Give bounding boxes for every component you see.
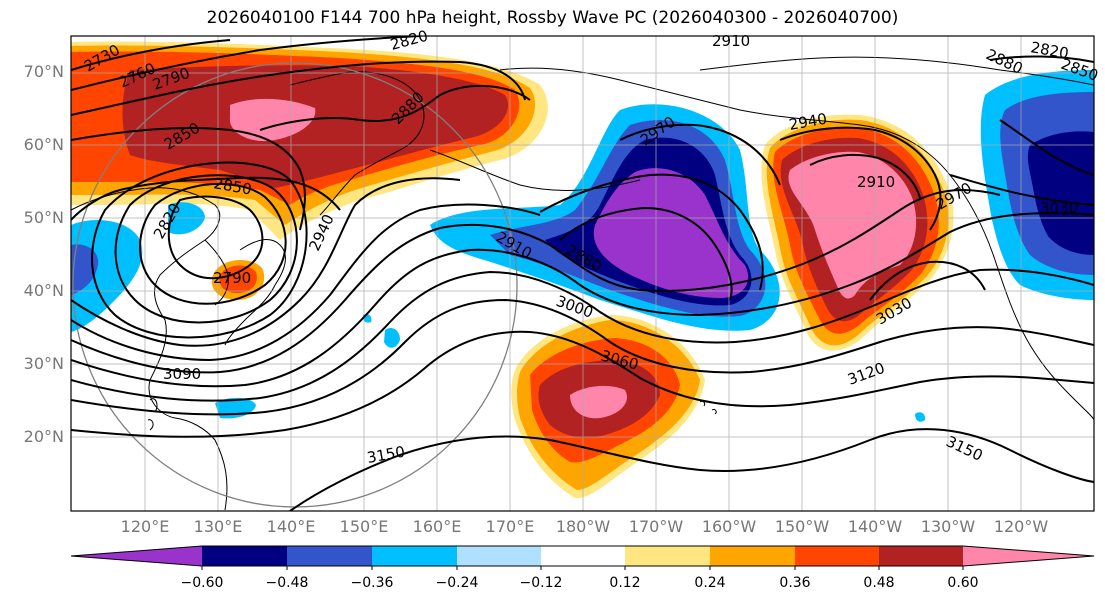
contour-line: [71, 212, 1094, 388]
colorbar-segment: [541, 546, 625, 566]
anomaly-negative-small-2: [384, 328, 400, 348]
coastline-northamerica: [994, 259, 1094, 421]
colorbar-tick-label: 0.60: [947, 575, 979, 591]
anomaly-positive-alaska-pink: [788, 151, 917, 299]
coastline-hawaii: [699, 400, 717, 415]
contour-line: [71, 36, 421, 91]
contour-line: [809, 153, 921, 199]
contour-line: [71, 39, 231, 71]
contour-line: [71, 298, 1094, 416]
colorbar-segment: [457, 546, 541, 566]
colorbar-extend-high: [963, 546, 1094, 566]
lat-label: 30°N: [23, 354, 64, 373]
colorbar: [70, 545, 1095, 570]
map-title: 2026040100 F144 700 hPa height, Rossby W…: [206, 8, 899, 28]
colorbar-segment: [879, 546, 963, 566]
lon-label: 130°W: [920, 517, 976, 536]
colorbar-tick-label: −0.48: [265, 575, 309, 591]
anomaly-negative-small-4: [915, 412, 926, 422]
contour-line: [71, 268, 1094, 402]
lon-label: 130°E: [193, 517, 243, 536]
lat-label: 60°N: [23, 135, 64, 154]
contour-line: [114, 174, 298, 324]
contour-line: [989, 55, 1094, 63]
lon-label: 170°E: [485, 517, 535, 536]
lon-label: 150°W: [774, 517, 830, 536]
anomaly-positive-japan-red: [219, 265, 257, 293]
colorbar-tick-label: −0.24: [435, 575, 479, 591]
contour-label: 3030: [1040, 199, 1078, 217]
colorbar-tick-label: 0.12: [609, 575, 641, 591]
contour-label: 3090: [163, 365, 201, 383]
contour-line: [779, 126, 942, 231]
colorbar-tick-label: 0.36: [779, 575, 811, 591]
colorbar-tick-label: 0.24: [694, 575, 726, 591]
contour-line: [289, 428, 1094, 511]
lat-label: 40°N: [23, 281, 64, 300]
coastline-aleutians: [429, 149, 641, 191]
contour-line: [71, 203, 541, 362]
contour-line: [619, 123, 781, 186]
anomaly-positive-subtropics-pink: [570, 385, 628, 419]
colorbar-tick-label: −0.60: [180, 575, 224, 591]
colorbar-segment: [202, 546, 287, 566]
coastline-kamchatka: [289, 71, 425, 216]
colorbar-tick-label: −0.12: [519, 575, 563, 591]
anomaly-negative-pacific-purple: [593, 168, 749, 298]
contour-line: [71, 176, 341, 221]
contour-line: [71, 177, 461, 347]
colorbar-segment: [795, 546, 879, 566]
colorbar-extend-low: [71, 546, 202, 566]
contour-line: [259, 84, 531, 131]
contour-line: [71, 127, 306, 231]
contour-label: 2910: [857, 173, 895, 191]
contour-line: [71, 330, 1094, 438]
contour-line: [999, 119, 1094, 176]
anomaly-negative-northamerica-navy: [1027, 131, 1094, 255]
lat-label: 20°N: [23, 427, 64, 446]
colorbar-segment: [287, 546, 372, 566]
lon-label: 170°W: [628, 517, 684, 536]
colorbar-tick-label: 0.48: [863, 575, 895, 591]
colorbar-tick-label: −0.36: [350, 575, 394, 591]
contour-label: 2790: [213, 269, 251, 287]
colorbar-segment: [372, 546, 457, 566]
lon-label: 120°E: [120, 517, 170, 536]
lon-label: 140°W: [847, 517, 903, 536]
coastline-korea: [204, 239, 229, 306]
contour-line: [167, 195, 264, 280]
lon-label: 160°W: [701, 517, 757, 536]
coastline-arctic: [699, 56, 1094, 86]
contour-label: 2910: [712, 32, 750, 50]
lat-label: 50°N: [23, 208, 64, 227]
map-frame: [70, 35, 1095, 512]
lon-label: 140°E: [266, 517, 316, 536]
lat-label: 70°N: [23, 62, 64, 81]
contour-line: [539, 173, 764, 291]
coastline-japan: [224, 239, 286, 346]
contour-line: [869, 260, 986, 301]
lon-label: 180°W: [555, 517, 611, 536]
contour-line: [139, 182, 287, 305]
contour-line: [949, 174, 1094, 206]
coastline-philippines: [147, 398, 158, 431]
graticule: [71, 36, 1094, 511]
lon-label: 120°W: [993, 517, 1049, 536]
colorbar-segment: [710, 546, 795, 566]
contour-line: [71, 60, 526, 116]
lon-label: 160°E: [412, 517, 462, 536]
contour-line: [91, 161, 308, 339]
colorbar-segment: [625, 546, 710, 566]
coastline-asia: [71, 187, 228, 511]
lon-label: 150°E: [339, 517, 389, 536]
anomaly-positive-north-asia-pink: [229, 98, 316, 142]
contour-line: [71, 189, 1001, 374]
contour-line: [559, 206, 733, 301]
height-contours: [71, 36, 1094, 511]
